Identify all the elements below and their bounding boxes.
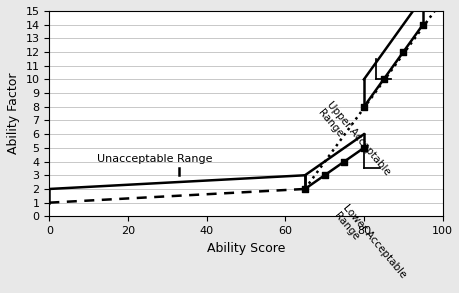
Text: Upper Acceptable
Range: Upper Acceptable Range (315, 100, 391, 185)
Point (418, 22, 425, 27)
Text: Unacceptable Range: Unacceptable Range (96, 154, 212, 164)
Point (379, 77, 386, 82)
Text: Lower Acceptable
Range: Lower Acceptable Range (331, 203, 407, 287)
X-axis label: Ability Score: Ability Score (206, 242, 285, 255)
Point (320, 173, 328, 178)
Y-axis label: Ability Factor: Ability Factor (7, 73, 20, 154)
Point (359, 105, 367, 109)
Point (399, 50, 406, 54)
Point (359, 146, 367, 150)
Point (340, 159, 347, 164)
Point (301, 187, 308, 191)
